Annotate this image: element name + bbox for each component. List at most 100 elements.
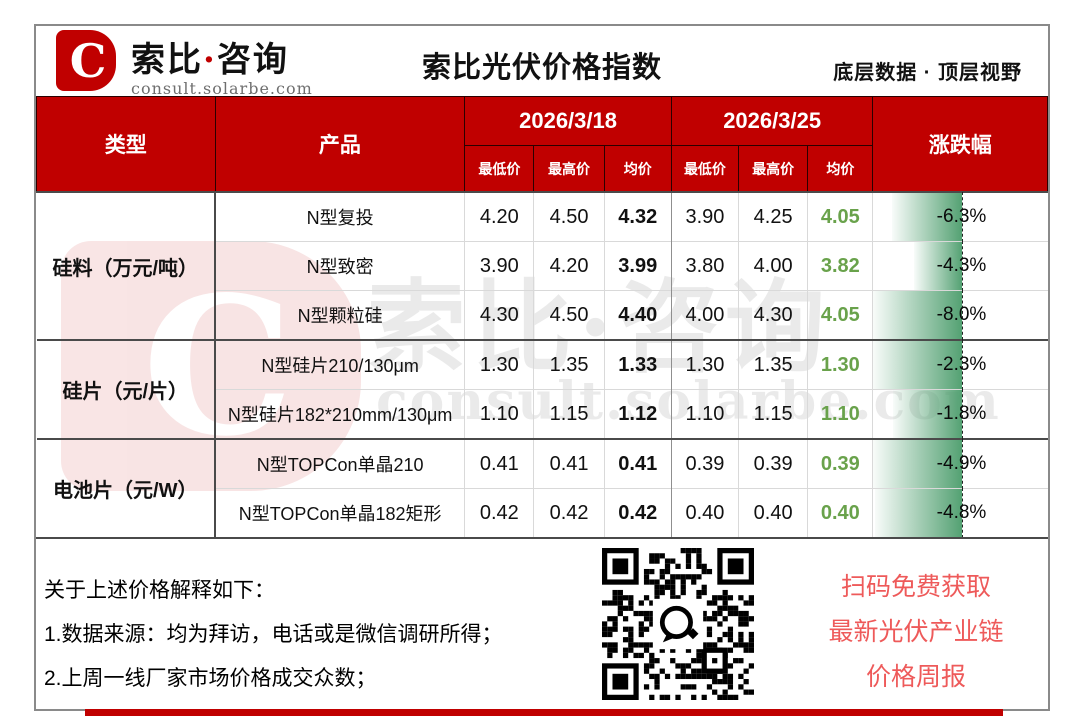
price-cell: 0.39 bbox=[807, 438, 874, 489]
price-cell: 4.05 bbox=[807, 290, 874, 340]
page-title: 索比光伏价格指数 bbox=[421, 52, 662, 84]
logo-name-part2: 咨询 bbox=[216, 40, 289, 80]
subheader-high-1: 最高价 bbox=[533, 145, 605, 193]
change-databar bbox=[891, 193, 962, 241]
table-row: 硅料（万元/吨） N型复投 4.20 4.50 4.32 3.90 4.25 4… bbox=[36, 191, 1048, 340]
price-cell: 4.00 bbox=[738, 241, 809, 291]
table-row: 硅片（元/片） N型硅片210/130μm 1.30 1.35 1.33 1.3… bbox=[36, 339, 1048, 439]
databar-axis bbox=[961, 488, 963, 538]
price-cell: 0.42 bbox=[604, 488, 672, 537]
price-cell: 0.41 bbox=[464, 438, 535, 489]
price-cell: 4.25 bbox=[738, 191, 809, 242]
section-label-silicon: 硅料（万元/吨） bbox=[36, 191, 217, 340]
subheader-high-2: 最高价 bbox=[738, 145, 809, 193]
section-label-cell: 电池片（元/W） bbox=[36, 438, 217, 537]
col-header-date2: 2026/3/25 bbox=[670, 96, 874, 146]
change-cell: -6.3% bbox=[872, 191, 1048, 242]
logo-dot: · bbox=[203, 40, 217, 80]
price-cell: 1.30 bbox=[464, 339, 535, 390]
change-cell: -1.8% bbox=[872, 389, 1048, 439]
change-value: -8.0% bbox=[936, 304, 987, 325]
logo-name: 索比·咨询 bbox=[131, 32, 313, 81]
solarbe-logo-icon: C bbox=[56, 30, 116, 91]
price-cell: 1.10 bbox=[807, 389, 874, 439]
change-cell: -4.3% bbox=[872, 241, 1048, 291]
databar-axis bbox=[961, 241, 963, 291]
price-cell: 1.10 bbox=[464, 389, 535, 439]
footer-panel: 关于上述价格解释如下： 1.数据来源：均为拜访，电话或是微信调研所得； 2.上周… bbox=[36, 537, 1048, 709]
product-cell: N型复投 bbox=[215, 191, 466, 242]
col-header-date1: 2026/3/18 bbox=[464, 96, 672, 146]
price-cell: 4.05 bbox=[807, 191, 874, 242]
change-value: -1.8% bbox=[936, 403, 987, 424]
price-cell: 3.90 bbox=[464, 241, 535, 291]
price-cell: 1.30 bbox=[671, 339, 740, 390]
price-cell: 4.00 bbox=[671, 290, 740, 340]
price-cell: 0.42 bbox=[464, 488, 535, 537]
price-notes: 关于上述价格解释如下： 1.数据来源：均为拜访，电话或是微信调研所得； 2.上周… bbox=[44, 569, 503, 701]
price-cell: 4.20 bbox=[464, 191, 535, 242]
change-databar bbox=[875, 489, 962, 537]
col-header-change: 涨跌幅 bbox=[872, 96, 1048, 193]
price-cell: 1.30 bbox=[807, 339, 874, 390]
change-databar bbox=[873, 440, 962, 488]
report-panel: C 索比·咨询 consult.solarbe.com 索比光伏价格指数 底层数… bbox=[34, 24, 1050, 711]
databar-axis bbox=[961, 439, 963, 489]
price-cell: 4.32 bbox=[604, 191, 672, 242]
price-cell: 0.41 bbox=[604, 438, 672, 489]
change-databar bbox=[873, 341, 962, 389]
price-cell: 1.35 bbox=[533, 339, 605, 390]
header-slogan: 底层数据 · 顶层视野 bbox=[833, 62, 1022, 84]
price-cell: 1.10 bbox=[671, 389, 740, 439]
price-cell: 1.15 bbox=[738, 389, 809, 439]
subheader-low-1: 最低价 bbox=[464, 145, 535, 193]
price-cell: 1.15 bbox=[533, 389, 605, 439]
price-cell: 3.99 bbox=[604, 241, 672, 291]
price-table: 类型 产品 2026/3/18 2026/3/25 涨跌幅 最低价 最高价 均价… bbox=[36, 96, 1048, 538]
logo-name-part1: 索比 bbox=[131, 40, 203, 80]
note-title: 关于上述价格解释如下： bbox=[44, 579, 275, 602]
table-row: N型颗粒硅 4.30 4.50 4.40 4.00 4.30 4.05 -8.0… bbox=[37, 290, 1048, 340]
col-header-product: 产品 bbox=[214, 96, 466, 193]
price-cell: 0.40 bbox=[807, 488, 874, 537]
change-value: -6.3% bbox=[936, 206, 987, 227]
table-row: N型硅片182*210mm/130μm 1.10 1.15 1.12 1.10 … bbox=[37, 389, 1048, 439]
subheader-avg-1: 均价 bbox=[603, 145, 672, 193]
change-value: -4.8% bbox=[936, 502, 987, 523]
price-cell: 0.40 bbox=[738, 488, 809, 537]
subheader-low-2: 最低价 bbox=[670, 145, 740, 193]
change-value: -2.3% bbox=[936, 354, 987, 375]
product-cell: N型TOPCon单晶182矩形 bbox=[215, 488, 466, 537]
subheader-avg-2: 均价 bbox=[807, 145, 874, 193]
price-cell: 1.12 bbox=[604, 389, 672, 439]
price-cell: 0.39 bbox=[738, 438, 809, 489]
price-cell: 1.33 bbox=[604, 339, 672, 390]
change-cell: -4.8% bbox=[872, 488, 1048, 538]
price-cell: 4.50 bbox=[533, 290, 605, 340]
change-databar bbox=[913, 242, 962, 290]
price-cell: 4.40 bbox=[604, 290, 672, 340]
change-databar bbox=[873, 291, 962, 339]
note-line-1: 1.数据来源：均为拜访，电话或是微信调研所得； bbox=[44, 623, 503, 646]
price-cell: 4.30 bbox=[738, 290, 809, 340]
databar-axis bbox=[961, 192, 963, 242]
price-cell: 4.50 bbox=[533, 191, 605, 242]
col-header-type: 类型 bbox=[36, 96, 216, 193]
databar-axis bbox=[961, 290, 963, 340]
databar-axis bbox=[961, 340, 963, 390]
change-value: -4.3% bbox=[936, 255, 987, 276]
promo-line-3: 价格周报 bbox=[865, 663, 966, 691]
logo-text-block: 索比·咨询 consult.solarbe.com bbox=[131, 32, 313, 98]
databar-axis bbox=[961, 389, 963, 439]
change-cell: -2.3% bbox=[872, 339, 1048, 390]
change-cell: -4.9% bbox=[872, 438, 1048, 489]
product-cell: N型硅片182*210mm/130μm bbox=[215, 389, 466, 439]
price-cell: 1.35 bbox=[738, 339, 809, 390]
promo-line-1: 扫码免费获取 bbox=[840, 573, 991, 601]
price-cell: 3.90 bbox=[671, 191, 740, 242]
change-value: -4.9% bbox=[936, 453, 987, 474]
product-cell: N型致密 bbox=[215, 241, 466, 291]
section-label-wafer: 硅片（元/片） bbox=[36, 339, 217, 439]
table-row: 电池片（元/W） N型TOPCon单晶210 0.41 0.41 0.41 0.… bbox=[36, 438, 1048, 537]
price-cell: 4.30 bbox=[464, 290, 535, 340]
